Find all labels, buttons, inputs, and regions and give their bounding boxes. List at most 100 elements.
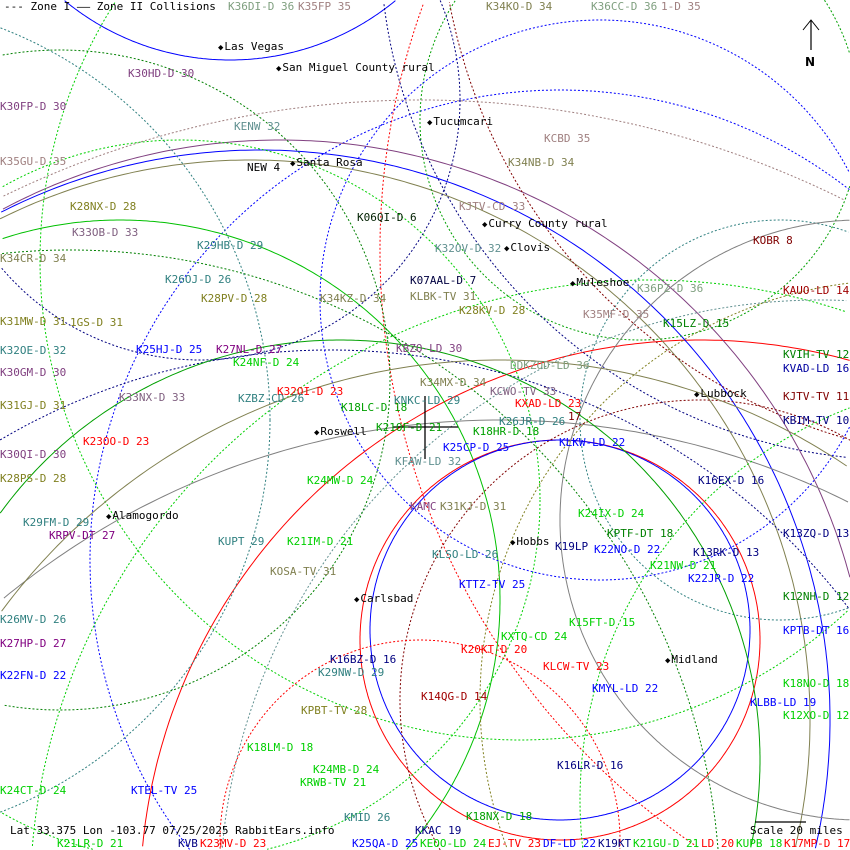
station-label[interactable]: LD 20	[701, 837, 735, 850]
station-label[interactable]: KXTQ-CD 24	[501, 630, 568, 643]
station-label[interactable]: K34NB-D 34	[508, 156, 575, 169]
station-label[interactable]: NEW 4	[247, 161, 281, 174]
station-label[interactable]: KVIH-TV 12	[783, 348, 850, 361]
station-label[interactable]: KVB	[178, 837, 198, 850]
station-label[interactable]: K35MF-D 35	[583, 308, 650, 321]
station-label[interactable]: KRPV-DT 27	[49, 529, 116, 542]
station-label[interactable]: KMYL-LD 22	[592, 682, 659, 695]
station-label[interactable]: K29NW-D 29	[318, 666, 385, 679]
station-label[interactable]: KCBD 35	[544, 132, 591, 145]
station-label[interactable]: K23OO-D 23	[83, 435, 150, 448]
station-label[interactable]: KOSA-TV 31	[270, 565, 337, 578]
station-label[interactable]: K28KV-D 28	[459, 304, 526, 317]
station-label[interactable]: 1GS-D 31	[70, 316, 123, 329]
station-label[interactable]: KPBT-TV 28	[301, 704, 368, 717]
station-label[interactable]: KJTV-CD 33	[459, 200, 526, 213]
station-label[interactable]: K12NH-D 12	[783, 590, 850, 603]
station-label[interactable]: KOBR 8	[753, 234, 793, 247]
station-label[interactable]: K30FP-D 30	[0, 100, 67, 113]
station-label[interactable]: K25CP-D 25	[443, 441, 510, 454]
station-label[interactable]: KPTF-DT 18	[607, 527, 674, 540]
station-label[interactable]: KZBZ-CD 26	[238, 392, 305, 405]
station-label[interactable]: K24MW-D 24	[307, 474, 374, 487]
station-label[interactable]: K29HB-D 29	[197, 239, 264, 252]
station-label[interactable]: 17	[568, 410, 582, 423]
station-label[interactable]: K28PS-D 28	[0, 472, 67, 485]
station-label[interactable]: K30HD-D 30	[128, 67, 195, 80]
station-label[interactable]: K25HJ-D 25	[136, 343, 203, 356]
station-label[interactable]: K18HR-D 18	[473, 425, 540, 438]
station-label[interactable]: K31GJ-D 31	[0, 399, 67, 412]
station-label[interactable]: K32OV-D 32	[435, 242, 502, 255]
station-label[interactable]: K22NO-D 22	[594, 543, 661, 556]
station-label[interactable]: K26JR-D 26	[499, 415, 566, 428]
station-label[interactable]: K19LP	[555, 540, 589, 553]
station-label[interactable]: K26OJ-D 26	[165, 273, 232, 286]
station-label[interactable]: KLKW-LD 22	[559, 436, 626, 449]
station-label[interactable]: K22FN-D 22	[0, 669, 67, 682]
station-label[interactable]: K31MW-D 31	[0, 315, 67, 328]
station-label[interactable]: KCWO-TV 33	[490, 385, 557, 398]
station-label[interactable]: K34MX-D 34	[420, 376, 487, 389]
station-label[interactable]: KVAD-LD 16	[783, 362, 850, 375]
station-label[interactable]: K07AAL-D 7	[410, 274, 477, 287]
station-label[interactable]: K28NX-D 28	[70, 200, 137, 213]
station-label[interactable]: K19KT	[598, 837, 632, 850]
station-label[interactable]: K21OF-D 21	[376, 421, 443, 434]
station-label[interactable]: K12XO-D 12	[783, 709, 850, 722]
station-label[interactable]: K18LM-D 18	[247, 741, 314, 754]
station-label[interactable]: K21IM-D 21	[287, 535, 354, 548]
station-label[interactable]: K34CR-D 34	[0, 252, 67, 265]
station-label[interactable]: K13RK-D 13	[693, 546, 760, 559]
station-label[interactable]: K27HP-D 27	[0, 637, 67, 650]
station-label[interactable]: KFAW-LD 32	[395, 455, 462, 468]
station-label[interactable]: K24NF-D 24	[233, 356, 300, 369]
station-label[interactable]: K15LZ-D 15	[663, 317, 730, 330]
station-label[interactable]: DDKZOD-LD 36	[510, 359, 590, 372]
station-label[interactable]: KMID 26	[344, 811, 391, 824]
station-label[interactable]: K32OI-D 23	[277, 385, 344, 398]
station-label[interactable]: K36DI-D 36	[228, 0, 295, 13]
station-label[interactable]: KJTV-TV 11	[783, 390, 850, 403]
station-label[interactable]: K21LR-D 21	[57, 837, 124, 850]
station-label[interactable]: K18NO-D 18	[783, 677, 850, 690]
station-label[interactable]: KUPB 18	[736, 837, 783, 850]
station-label[interactable]: K06QI-D 6	[357, 211, 417, 224]
station-label[interactable]: K32OE-D 32	[0, 344, 67, 357]
station-label[interactable]: K33NX-D 33	[119, 391, 186, 404]
station-label[interactable]: K30QI-D 30	[0, 448, 67, 461]
station-label[interactable]: 1-D 35	[661, 0, 701, 13]
station-label[interactable]: KPTB-DT 16	[783, 624, 850, 637]
station-label[interactable]: K16BZ-D 16	[330, 653, 397, 666]
station-label[interactable]: KLBK-TV 31	[410, 290, 477, 303]
station-label[interactable]: K35FP 35	[298, 0, 351, 13]
station-label[interactable]: KXAD-LD 23	[515, 397, 582, 410]
station-label[interactable]: KNKC-LD 29	[394, 394, 461, 407]
station-label[interactable]: DF-LD 22	[543, 837, 596, 850]
station-label[interactable]: KBZO-LD 30	[396, 342, 463, 355]
station-label[interactable]: KRWB-TV 21	[300, 776, 367, 789]
station-label[interactable]: KBIM-TV 10	[783, 414, 850, 427]
station-label[interactable]: K16EX-D 16	[698, 474, 765, 487]
station-label[interactable]: K24CT-D 24	[0, 784, 67, 797]
station-label[interactable]: KAUO-LD 14	[783, 284, 850, 297]
station-label[interactable]: KAMC	[410, 500, 437, 513]
station-label[interactable]: K15FT-D 15	[569, 616, 636, 629]
station-label[interactable]: K26MV-D 26	[0, 613, 67, 626]
station-label[interactable]: K34KZ-D 34	[320, 292, 387, 305]
station-label[interactable]: K36PZ-D 36	[637, 282, 704, 295]
station-label[interactable]: K33OB-D 33	[72, 226, 139, 239]
station-label[interactable]: K35GU-D 35	[0, 155, 67, 168]
station-label[interactable]: K27NL-D 27	[216, 343, 283, 356]
station-label[interactable]: K14QG-D 14	[421, 690, 488, 703]
station-label[interactable]: K29FM-D 29	[23, 516, 90, 529]
station-label[interactable]: K31KJ-D 31	[440, 500, 507, 513]
station-label[interactable]: K34KO-D 34	[486, 0, 553, 13]
station-label[interactable]: K21NW-D 21	[650, 559, 717, 572]
station-label[interactable]: K21GU-D 21	[633, 837, 700, 850]
station-label[interactable]: EJ-TV 23	[488, 837, 541, 850]
station-label[interactable]: KENW 32	[234, 120, 281, 133]
station-label[interactable]: K18LC-D 18	[341, 401, 408, 414]
station-label[interactable]: K20KT-D 20	[461, 643, 528, 656]
